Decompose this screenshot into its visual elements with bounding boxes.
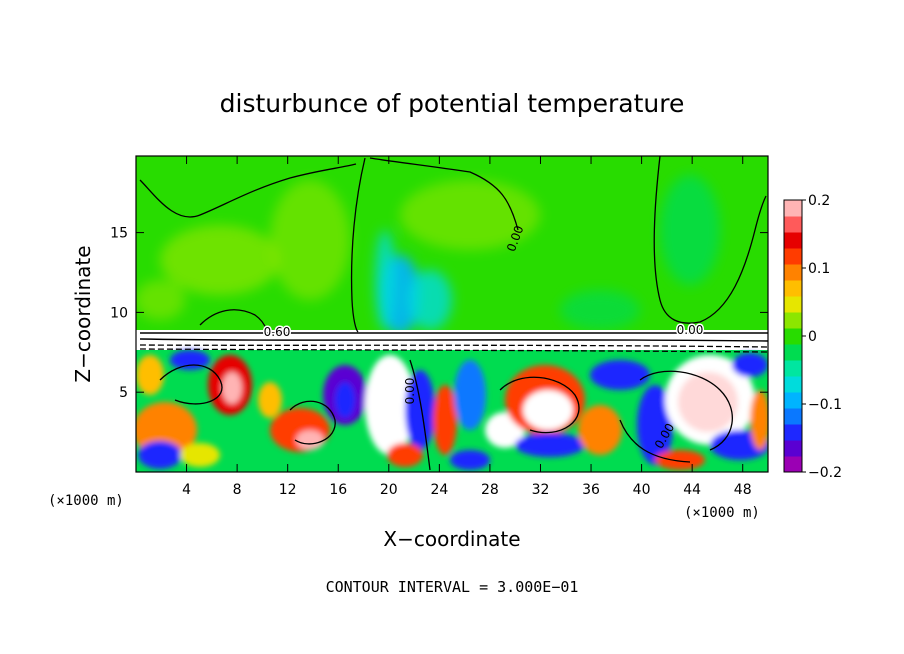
x-axis-ticks: 4 8 12 16 20 24 28 32 36 40 44 48 — [182, 156, 752, 498]
x-axis-label: X−coordinate — [383, 527, 520, 551]
colorbar-tick-label: 0 — [808, 329, 817, 345]
x-unit-label-left: (×1000 m) — [48, 493, 124, 509]
chart-title: disturbunce of potential temperature — [220, 89, 685, 118]
y-tick-label: 5 — [119, 385, 128, 401]
y-axis-label: Z−coordinate — [71, 245, 95, 382]
x-unit-label-right: (×1000 m) — [684, 505, 760, 521]
x-tick-label: 48 — [734, 482, 752, 498]
colorbar-swatch — [784, 312, 802, 329]
colorbar-swatch — [784, 328, 802, 345]
colorbar-tick-label: −0.2 — [808, 465, 842, 481]
colorbar-swatch — [784, 344, 802, 361]
x-tick-label: 28 — [481, 482, 499, 498]
colorbar-swatch — [784, 392, 802, 409]
x-tick-label: 8 — [233, 482, 242, 498]
colorbar-swatch — [784, 440, 802, 457]
upper-layer-anomalies — [136, 175, 720, 335]
contour-label-4: 0.00 — [677, 323, 704, 337]
colorbar-tick-label: 0.1 — [808, 261, 830, 277]
x-tick-label: 16 — [329, 482, 347, 498]
colorbar-tick-label: 0.2 — [808, 193, 830, 209]
x-tick-label: 40 — [633, 482, 651, 498]
colorbar-swatch — [784, 360, 802, 377]
x-tick-label: 32 — [532, 482, 550, 498]
colorbar-tick-label: −0.1 — [808, 397, 842, 413]
colorbar-swatch — [784, 216, 802, 233]
colorbar-swatch — [784, 248, 802, 265]
x-tick-label: 24 — [430, 482, 448, 498]
colorbar-ticks: 0.2 0.1 0 −0.1 −0.2 — [802, 193, 842, 481]
contour-label-0: 0.60 — [264, 325, 291, 339]
x-tick-label: 36 — [582, 482, 600, 498]
colorbar-swatch — [784, 424, 802, 441]
x-tick-label: 4 — [182, 482, 191, 498]
contour-labels: 0.60 0.00 0.00 0.00 0.00 — [262, 224, 705, 451]
colorbar-swatch — [784, 264, 802, 281]
colorbar-swatch — [784, 408, 802, 425]
colorbar-swatch — [784, 200, 802, 217]
plot-area — [136, 156, 768, 472]
colorbar — [784, 200, 802, 473]
plot-frame — [135, 155, 769, 473]
y-tick-label: 10 — [110, 305, 128, 321]
contour-lines — [139, 156, 768, 471]
y-axis-ticks: 5 10 15 — [110, 226, 768, 401]
x-tick-label: 44 — [683, 482, 701, 498]
colorbar-swatch — [784, 296, 802, 313]
colorbar-swatch — [784, 280, 802, 297]
y-tick-label: 15 — [110, 226, 128, 242]
lower-layer-eddies — [136, 350, 768, 470]
colorbar-swatch — [784, 232, 802, 249]
colorbar-swatch — [784, 456, 802, 473]
contour-interval-footer: CONTOUR INTERVAL = 3.000E−01 — [326, 578, 579, 596]
x-tick-label: 12 — [279, 482, 297, 498]
x-tick-label: 20 — [380, 482, 398, 498]
contour-label-1: 0.00 — [403, 378, 417, 405]
colorbar-swatch — [784, 376, 802, 393]
